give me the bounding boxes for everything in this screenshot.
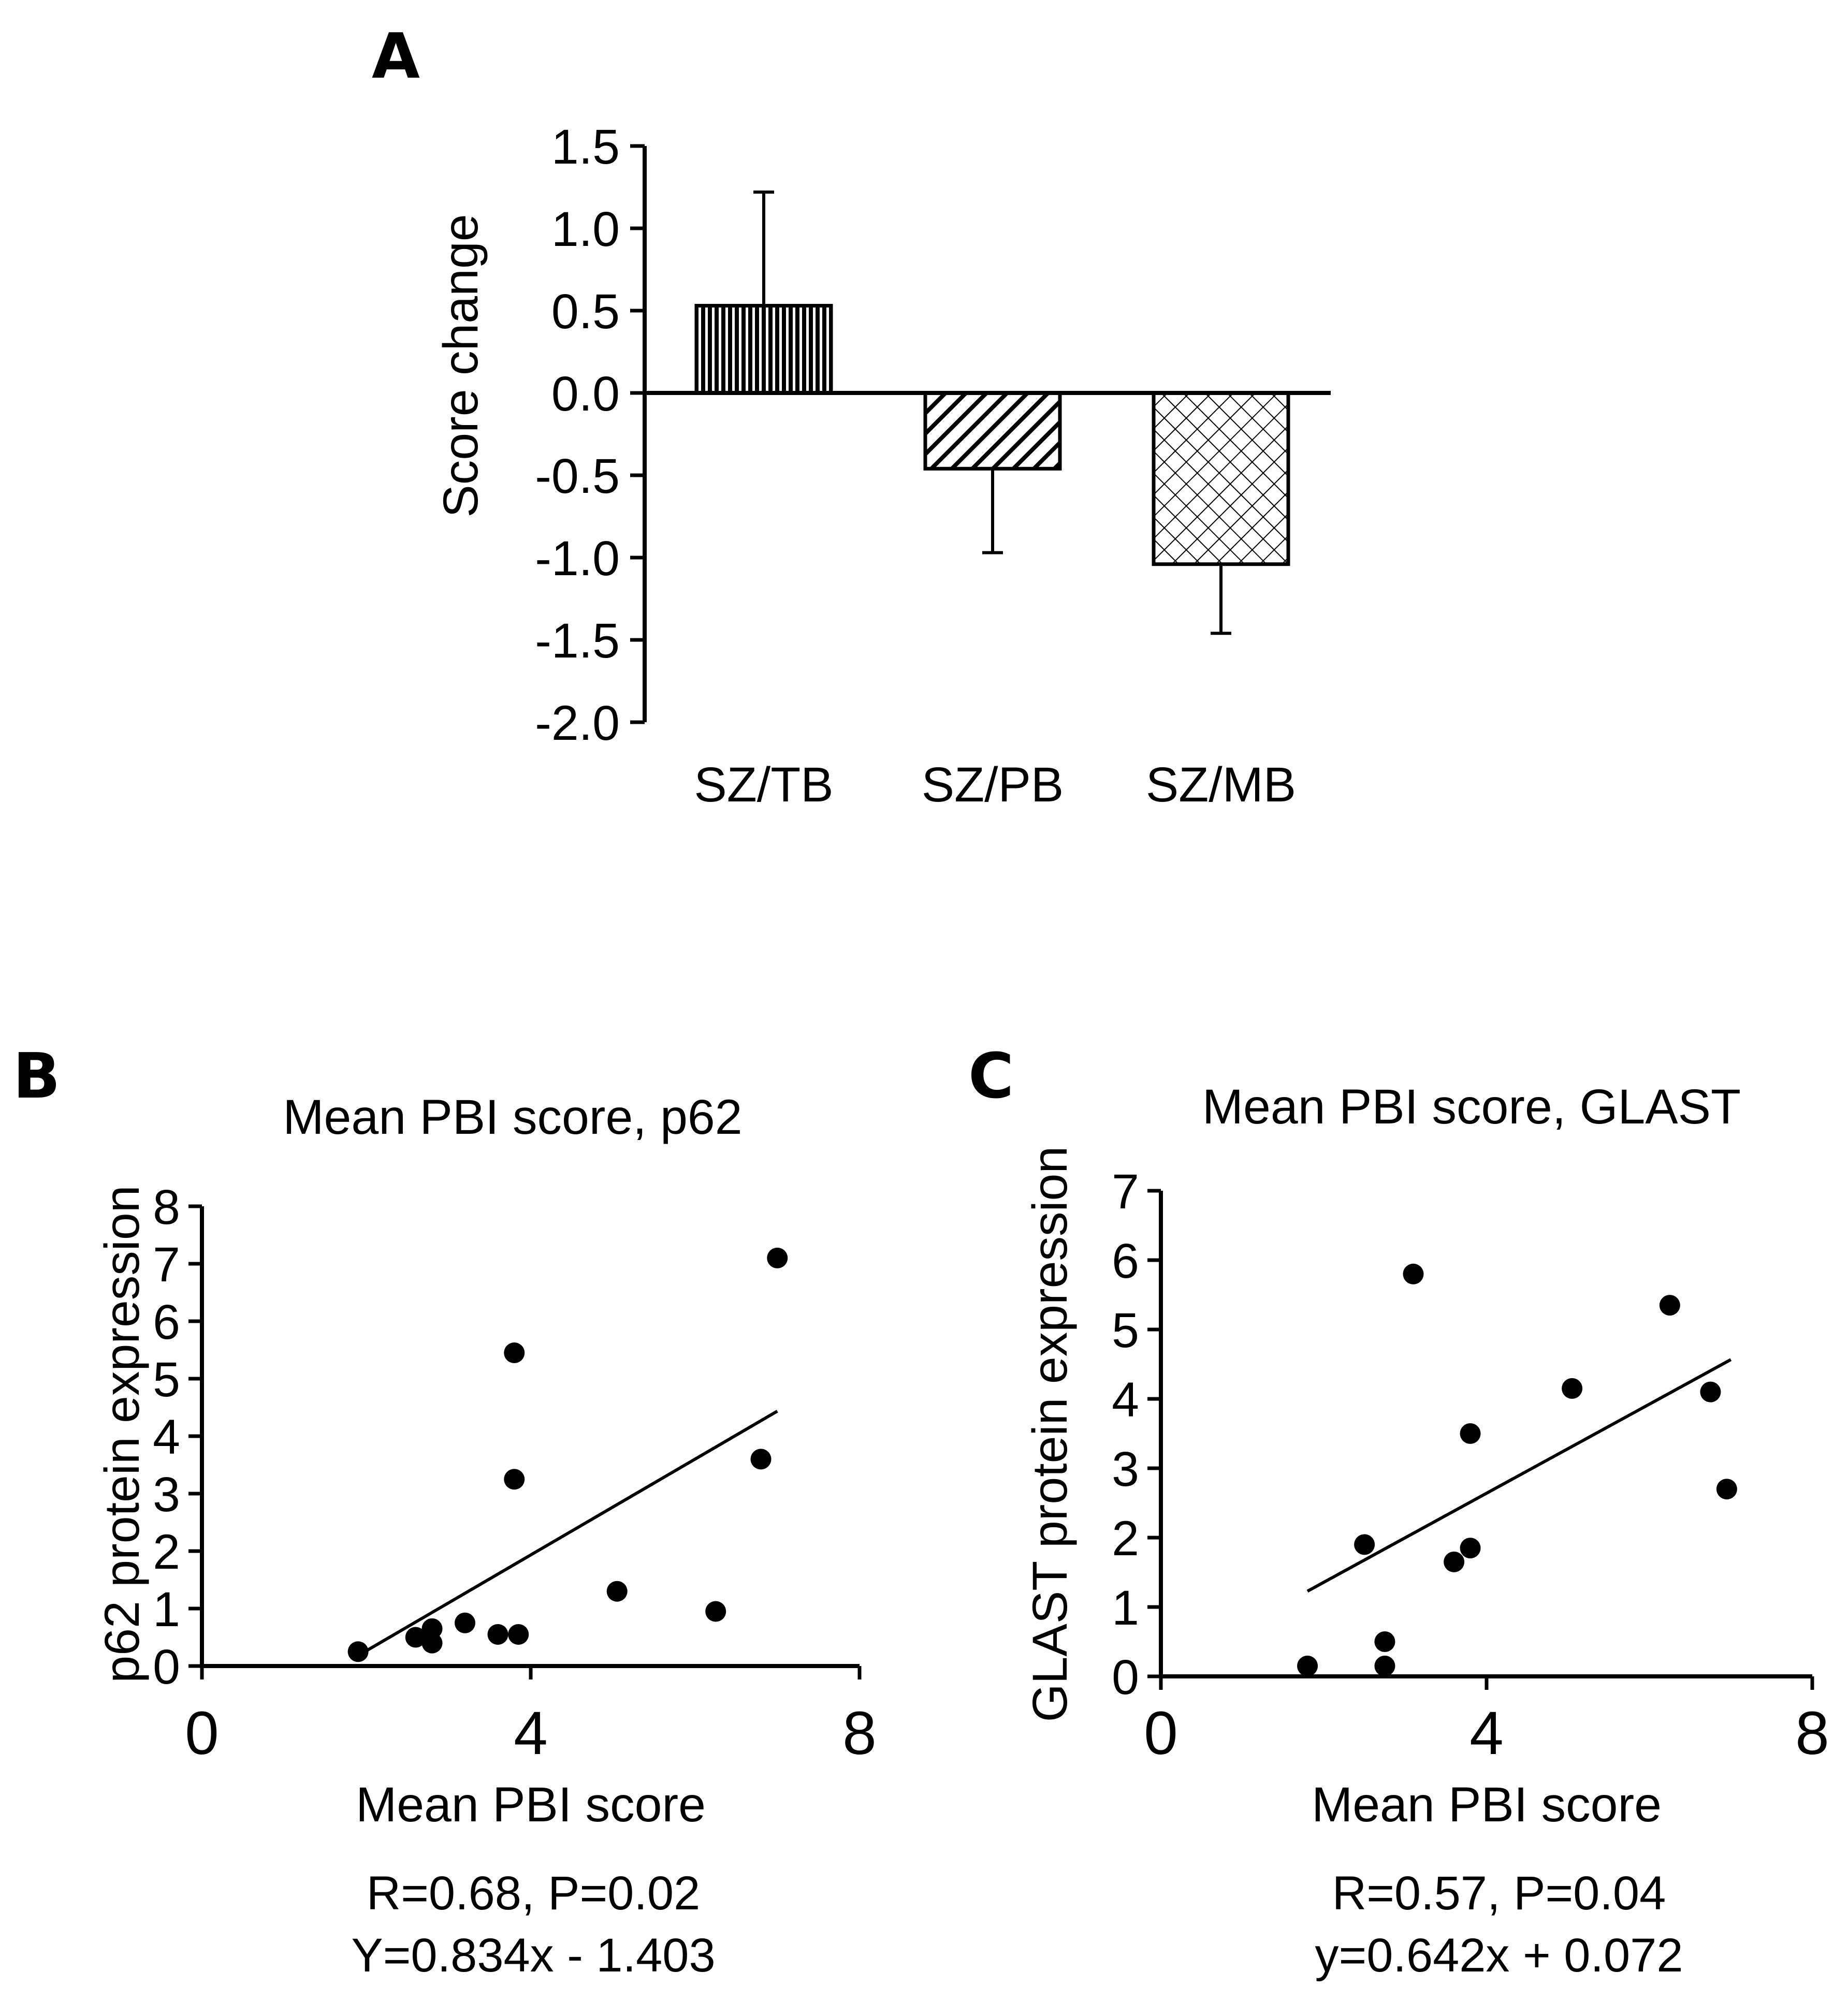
panel-b-y-tick-label: 4: [153, 1410, 180, 1465]
panel-c-data-point: [1444, 1551, 1465, 1572]
panel-b-data-point: [705, 1601, 726, 1622]
panel-a-y-axis-label: Score change: [433, 214, 488, 517]
panel-b-y-tick-label: 0: [153, 1640, 180, 1694]
panel-c-y-tick-label: 2: [1112, 1511, 1139, 1566]
panel-c-y-tick-label: 5: [1112, 1303, 1139, 1358]
panel-c-y-tick-label: 3: [1112, 1442, 1139, 1497]
panel-c-data-point: [1460, 1538, 1481, 1559]
panel-c-data-point: [1659, 1295, 1680, 1316]
panel-b-y-tick-label: 8: [153, 1180, 180, 1235]
panel-c-scatter-chart: C Mean PBI score, GLAST 7 6 5 4 3 2 1 0 0 4 8 Mea…: [968, 1041, 1829, 1982]
panel-a-bar: [694, 303, 833, 395]
panel-a-y-tick-label: -1.0: [535, 531, 620, 586]
panel-a-y-tick-label: 1.5: [551, 120, 620, 174]
panel-a-category-label: SZ/TB: [694, 757, 833, 812]
panel-b-y-axis-label: p62 protein expression: [95, 1185, 150, 1683]
panel-a-y-tick-label: -0.5: [535, 449, 620, 504]
panel-c-y-tick-label: 1: [1112, 1581, 1139, 1635]
panel-c-x-tick-label: 0: [1144, 1699, 1178, 1767]
panel-a-category-labels: SZ/TB SZ/PB SZ/MB: [694, 757, 1296, 812]
panel-b-y-tick-label: 1: [153, 1582, 180, 1637]
panel-a-letter: A: [372, 21, 420, 93]
panel-c-trend-line: [1306, 1358, 1732, 1593]
panel-a-bar-chart: A 1.5 1.0 0.5 0.0 -0.5 -1.0 -1.5 -2.0 SZ/TB SZ/P…: [372, 21, 1331, 812]
panel-c-data-point: [1716, 1479, 1737, 1500]
panel-c-letter: C: [968, 1041, 1014, 1113]
panel-a-error-bars: [753, 191, 1231, 635]
panel-b-data-point: [405, 1627, 426, 1648]
panel-c-data-point: [1460, 1423, 1481, 1444]
panel-b-data-point: [508, 1624, 529, 1645]
panel-b-x-ticks: 0 4 8: [185, 1666, 877, 1767]
panel-c-data-point: [1374, 1631, 1395, 1652]
panel-b-data-point: [455, 1612, 475, 1633]
panel-b-data-point: [504, 1342, 525, 1364]
panel-b-stat-equation: Y=0.834x - 1.403: [351, 1929, 715, 1982]
panel-c-y-axis-label: GLAST protein expression: [1023, 1146, 1078, 1722]
panel-c-y-tick-label: 0: [1112, 1650, 1139, 1705]
panel-b-y-tick-label: 6: [153, 1295, 180, 1350]
panel-b-data-point: [767, 1247, 788, 1268]
panel-b-data-point: [606, 1581, 628, 1602]
panel-c-data-point: [1700, 1381, 1721, 1403]
panel-c-y-ticks: 7 6 5 4 3 2 1 0: [1112, 1164, 1161, 1705]
panel-c-x-ticks: 0 4 8: [1144, 1676, 1829, 1767]
panel-b-data-point: [504, 1469, 525, 1490]
panel-c-data-point: [1562, 1378, 1583, 1399]
panel-b-points: [347, 1247, 788, 1662]
panel-c-title: Mean PBI score, GLAST: [1202, 1079, 1741, 1134]
panel-b-y-tick-label: 2: [153, 1525, 180, 1580]
panel-b-data-point: [347, 1641, 369, 1662]
panel-b-data-point: [421, 1618, 443, 1639]
panel-c-x-tick-label: 8: [1795, 1699, 1829, 1767]
panel-b-x-tick-label: 4: [514, 1699, 548, 1767]
panel-a-y-tick-label: 1.0: [551, 202, 620, 257]
panel-b-data-point: [421, 1632, 443, 1654]
panel-c-stat-equation: y=0.642x + 0.072: [1315, 1929, 1683, 1982]
panel-a-bar: [923, 391, 1062, 471]
panel-c-y-tick-label: 4: [1112, 1372, 1139, 1427]
panel-a-y-tick-label: 0.0: [551, 367, 620, 421]
panel-c-data-point: [1297, 1655, 1318, 1676]
panel-a-y-tick-label: -2.0: [535, 696, 620, 751]
panel-a-bar: [1152, 391, 1290, 566]
panel-b-x-tick-label: 0: [185, 1699, 219, 1767]
panel-c-stat-r: R=0.57, P=0.04: [1332, 1867, 1666, 1920]
panel-c-y-tick-label: 6: [1112, 1234, 1139, 1289]
panel-b-trend-line: [361, 1410, 778, 1655]
panel-b-letter: B: [13, 1041, 60, 1113]
panel-c-x-tick-label: 4: [1469, 1699, 1504, 1767]
panel-b-title: Mean PBI score, p62: [283, 1090, 742, 1145]
panel-c-data-point: [1403, 1263, 1424, 1284]
panel-a-bars: [694, 303, 1290, 566]
panel-c-points: [1297, 1263, 1737, 1676]
panel-b-x-axis-label: Mean PBI score: [356, 1777, 706, 1832]
panel-c-y-tick-label: 7: [1112, 1164, 1139, 1219]
panel-a-y-ticks: 1.5 1.0 0.5 0.0 -0.5 -1.0 -1.5 -2.0: [535, 120, 645, 751]
panel-b-y-tick-label: 3: [153, 1467, 180, 1522]
panel-a-y-tick-label: -1.5: [535, 613, 620, 668]
panel-b-data-point: [487, 1624, 508, 1645]
panel-a-category-label: SZ/MB: [1146, 757, 1296, 812]
panel-b-y-tick-label: 5: [153, 1352, 180, 1407]
panel-b-stat-r: R=0.68, P=0.02: [367, 1867, 701, 1920]
panel-c-data-point: [1354, 1534, 1375, 1555]
panel-a-category-label: SZ/PB: [922, 757, 1064, 812]
panel-c-data-point: [1374, 1655, 1395, 1676]
panel-b-x-tick-label: 8: [842, 1699, 877, 1767]
panel-a-y-tick-label: 0.5: [551, 284, 620, 339]
panel-b-data-point: [750, 1449, 772, 1470]
panel-c-x-axis-label: Mean PBI score: [1312, 1777, 1662, 1832]
panel-b-y-tick-label: 7: [153, 1237, 180, 1292]
